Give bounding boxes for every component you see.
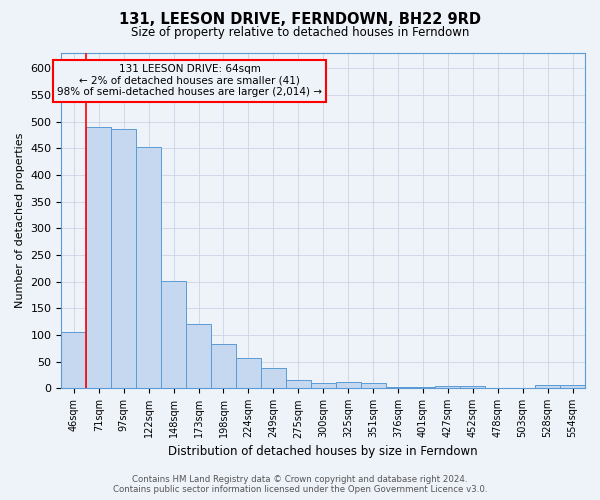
Bar — [61, 332, 86, 388]
Text: Size of property relative to detached houses in Ferndown: Size of property relative to detached ho… — [131, 26, 469, 39]
Bar — [261, 368, 286, 388]
Bar — [211, 344, 236, 389]
Bar — [560, 385, 585, 388]
Bar — [286, 380, 311, 388]
Bar — [311, 383, 335, 388]
Bar — [86, 127, 111, 388]
Bar — [236, 358, 261, 388]
X-axis label: Distribution of detached houses by size in Ferndown: Distribution of detached houses by size … — [169, 444, 478, 458]
Bar — [460, 386, 485, 388]
Y-axis label: Number of detached properties: Number of detached properties — [15, 132, 25, 308]
Bar — [186, 324, 211, 388]
Bar — [335, 382, 361, 388]
Bar — [436, 386, 460, 388]
Bar — [161, 281, 186, 388]
Text: 131, LEESON DRIVE, FERNDOWN, BH22 9RD: 131, LEESON DRIVE, FERNDOWN, BH22 9RD — [119, 12, 481, 28]
Bar — [111, 128, 136, 388]
Text: 131 LEESON DRIVE: 64sqm
← 2% of detached houses are smaller (41)
98% of semi-det: 131 LEESON DRIVE: 64sqm ← 2% of detached… — [57, 64, 322, 98]
Bar — [361, 383, 386, 388]
Bar — [535, 385, 560, 388]
Bar — [136, 147, 161, 388]
Text: Contains HM Land Registry data © Crown copyright and database right 2024.
Contai: Contains HM Land Registry data © Crown c… — [113, 474, 487, 494]
